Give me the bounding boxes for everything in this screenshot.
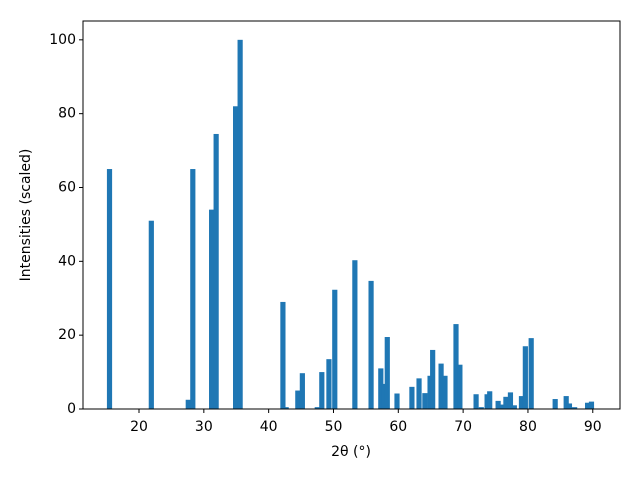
bar: [487, 391, 493, 409]
bar: [584, 402, 591, 409]
x-tick-label: 90: [584, 419, 602, 435]
bar: [384, 337, 390, 409]
x-tick-label: 50: [325, 419, 343, 435]
x-tick-label: 30: [195, 419, 213, 435]
x-tick-label: 40: [260, 419, 278, 435]
bar: [233, 106, 239, 410]
bar: [381, 383, 387, 409]
x-tick-label: 60: [389, 419, 407, 435]
bar: [442, 375, 448, 409]
bar: [453, 324, 459, 409]
y-tick-label: 100: [49, 32, 76, 48]
y-tick-label: 40: [58, 253, 76, 269]
bar: [457, 364, 463, 409]
y-tick-label: 0: [67, 401, 76, 417]
bar: [499, 404, 505, 409]
bar: [563, 396, 569, 409]
bar: [416, 378, 422, 409]
bar: [528, 338, 534, 409]
bar: [522, 346, 528, 409]
bar: [566, 403, 573, 409]
y-axis-label: Intensities (scaled): [18, 149, 34, 282]
bar: [299, 373, 305, 409]
bar: [326, 359, 332, 409]
bar: [314, 407, 320, 409]
bar: [409, 386, 415, 409]
bar: [422, 393, 428, 409]
bar: [209, 209, 215, 409]
bar: [295, 390, 301, 409]
x-tick-label: 70: [454, 419, 472, 435]
bar: [503, 396, 509, 409]
bar: [185, 399, 191, 409]
bar: [352, 260, 358, 409]
bar: [438, 363, 444, 409]
x-tick-label: 80: [519, 419, 537, 435]
bar: [283, 407, 289, 409]
y-tick-label: 80: [58, 106, 76, 122]
bar: [394, 393, 400, 409]
bar: [507, 392, 514, 409]
bar: [106, 169, 113, 409]
bar: [495, 400, 501, 409]
x-tick-label: 20: [130, 419, 148, 435]
bar: [237, 39, 243, 409]
bar: [518, 396, 525, 409]
y-tick-label: 60: [58, 179, 76, 195]
x-axis-label: 2θ (°): [331, 444, 371, 460]
bar: [552, 399, 558, 409]
bar: [280, 301, 286, 409]
bar: [430, 349, 436, 409]
bar: [213, 133, 219, 409]
bar: [332, 289, 338, 409]
bar: [190, 169, 196, 409]
bar: [572, 407, 578, 409]
bar: [368, 280, 374, 409]
bar: [473, 394, 479, 409]
bar: [148, 220, 154, 409]
bar: [378, 368, 384, 409]
y-tick-label: 20: [58, 327, 76, 343]
bar: [588, 401, 595, 409]
bar: [511, 405, 517, 409]
bar: [319, 372, 325, 409]
plot-frame: [82, 20, 621, 410]
bar: [478, 407, 484, 409]
